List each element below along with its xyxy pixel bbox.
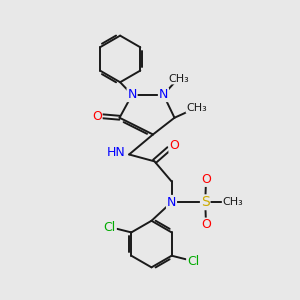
Text: O: O	[201, 218, 211, 232]
Text: N: N	[167, 196, 176, 209]
Text: Cl: Cl	[104, 220, 116, 233]
Text: O: O	[92, 110, 102, 123]
Text: O: O	[201, 173, 211, 186]
Text: HN: HN	[107, 146, 126, 160]
Text: N: N	[159, 88, 168, 101]
Text: N: N	[128, 88, 137, 101]
Text: O: O	[169, 139, 179, 152]
Text: CH₃: CH₃	[223, 197, 243, 207]
Text: CH₃: CH₃	[168, 74, 189, 84]
Text: Cl: Cl	[187, 255, 199, 268]
Text: S: S	[201, 195, 210, 209]
Text: CH₃: CH₃	[187, 103, 207, 113]
